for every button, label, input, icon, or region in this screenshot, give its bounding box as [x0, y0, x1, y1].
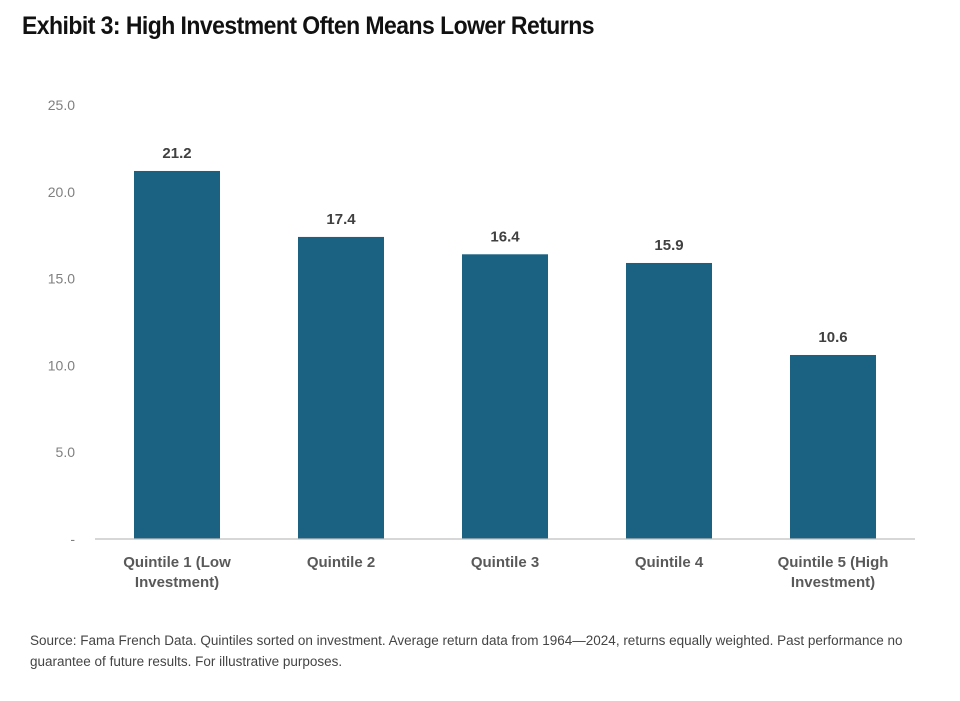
x-tick-label-line: Quintile 2: [307, 554, 375, 571]
x-tick-label-line: Quintile 4: [635, 554, 704, 571]
bar-3: [462, 254, 548, 539]
y-tick-label: 15.0: [48, 271, 75, 287]
bar-chart: - 5.0 10.0 15.0 20.0 25.0 21.2 Quintile 1 (Low I…: [48, 97, 915, 591]
bar-2: [298, 236, 384, 539]
data-label: 17.4: [326, 211, 356, 228]
x-tick-label-line: Investment): [791, 574, 875, 591]
x-tick-label: Quintile 1 (Low Investment): [123, 554, 231, 591]
x-tick-label-line: Quintile 5 (High: [778, 554, 889, 571]
x-tick-label-line: Quintile 3: [471, 554, 539, 571]
data-label: 15.9: [654, 237, 683, 254]
source-footnote: Source: Fama French Data. Quintiles sort…: [30, 633, 903, 669]
x-tick-label: Quintile 4: [635, 554, 704, 571]
y-tick-label: -: [70, 531, 75, 547]
bar-5: [790, 354, 876, 539]
x-tick-label-line: Quintile 1 (Low: [123, 554, 231, 571]
y-tick-label: 5.0: [56, 444, 76, 460]
y-tick-label: 20.0: [48, 184, 75, 200]
y-tick-label: 10.0: [48, 357, 75, 373]
bar-1: [134, 170, 220, 539]
x-tick-label: Quintile 3: [471, 554, 539, 571]
x-tick-label: Quintile 2: [307, 554, 375, 571]
data-label: 10.6: [818, 329, 847, 346]
chart-title: Exhibit 3: High Investment Often Means L…: [22, 12, 594, 40]
x-tick-label: Quintile 5 (High Investment): [778, 554, 889, 591]
bar-4: [626, 262, 712, 539]
y-tick-label: 25.0: [48, 97, 75, 113]
data-label: 21.2: [162, 145, 191, 162]
x-tick-label-line: Investment): [135, 574, 219, 591]
data-label: 16.4: [490, 228, 520, 245]
